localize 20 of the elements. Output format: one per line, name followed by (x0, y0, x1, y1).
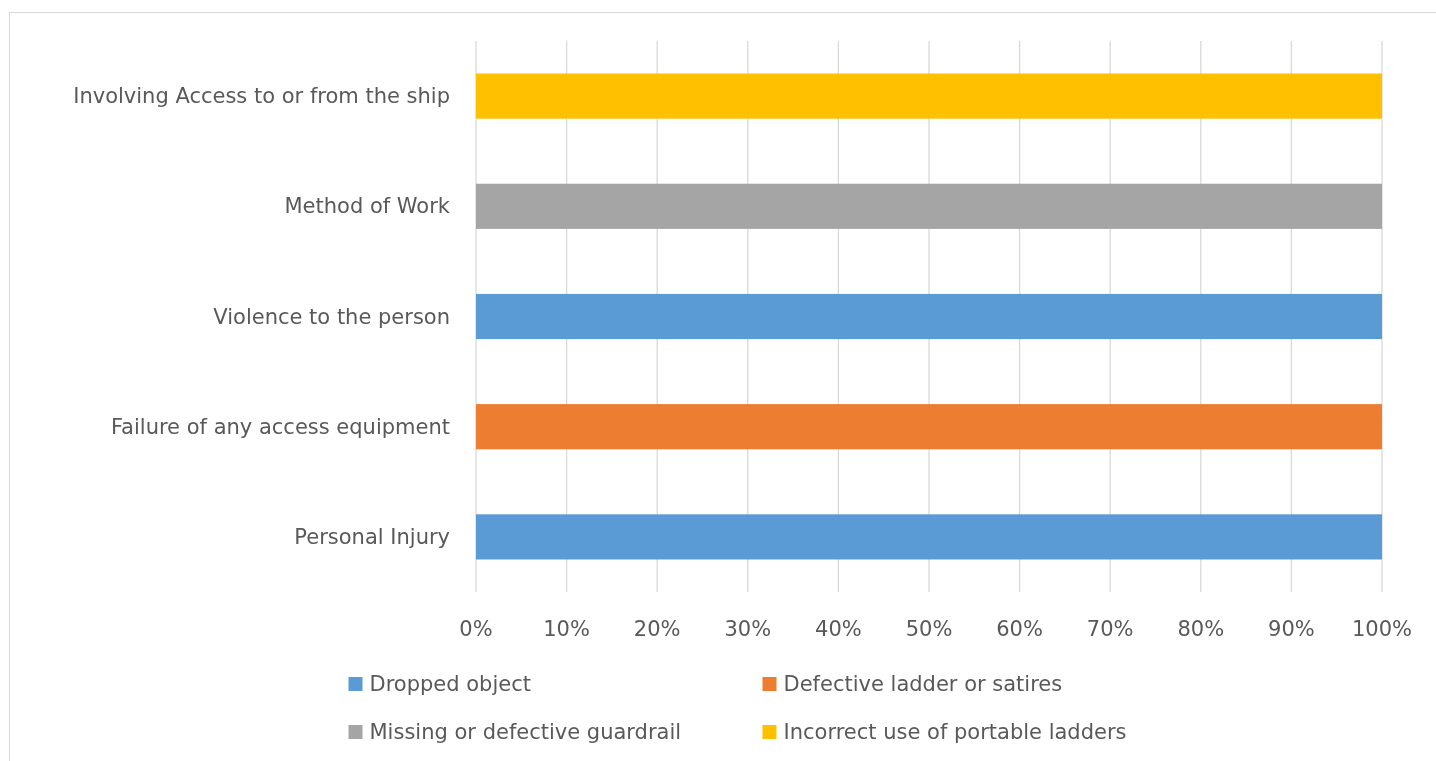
x-tick-label: 50% (905, 617, 953, 641)
x-tick-label: 70% (1086, 617, 1134, 641)
legend-label: Defective ladder or satires (783, 672, 1063, 696)
x-tick-label: 90% (1268, 617, 1315, 641)
x-tick-label: 80% (1177, 617, 1225, 641)
y-tick-label: Involving Access to or from the ship (73, 84, 450, 109)
y-tick-label: Method of Work (284, 194, 451, 219)
x-tick-label: 60% (996, 617, 1043, 641)
x-tick-label: 0% (459, 617, 493, 641)
legend-label: Dropped object (369, 672, 531, 696)
y-tick-label: Violence to the person (213, 304, 450, 329)
legend-label: Incorrect use of portable ladders (783, 720, 1127, 744)
legend-label: Missing or defective guardrail (369, 720, 682, 744)
y-tick-label: Failure of any access equipment (110, 414, 450, 439)
y-tick-label: Personal Injury (294, 524, 450, 549)
x-tick-label: 20% (633, 617, 681, 641)
x-tick-label: 100% (1351, 617, 1413, 641)
x-tick-label: 30% (724, 617, 772, 641)
x-tick-label: 10% (543, 617, 590, 641)
x-tick-label: 40% (815, 617, 862, 641)
